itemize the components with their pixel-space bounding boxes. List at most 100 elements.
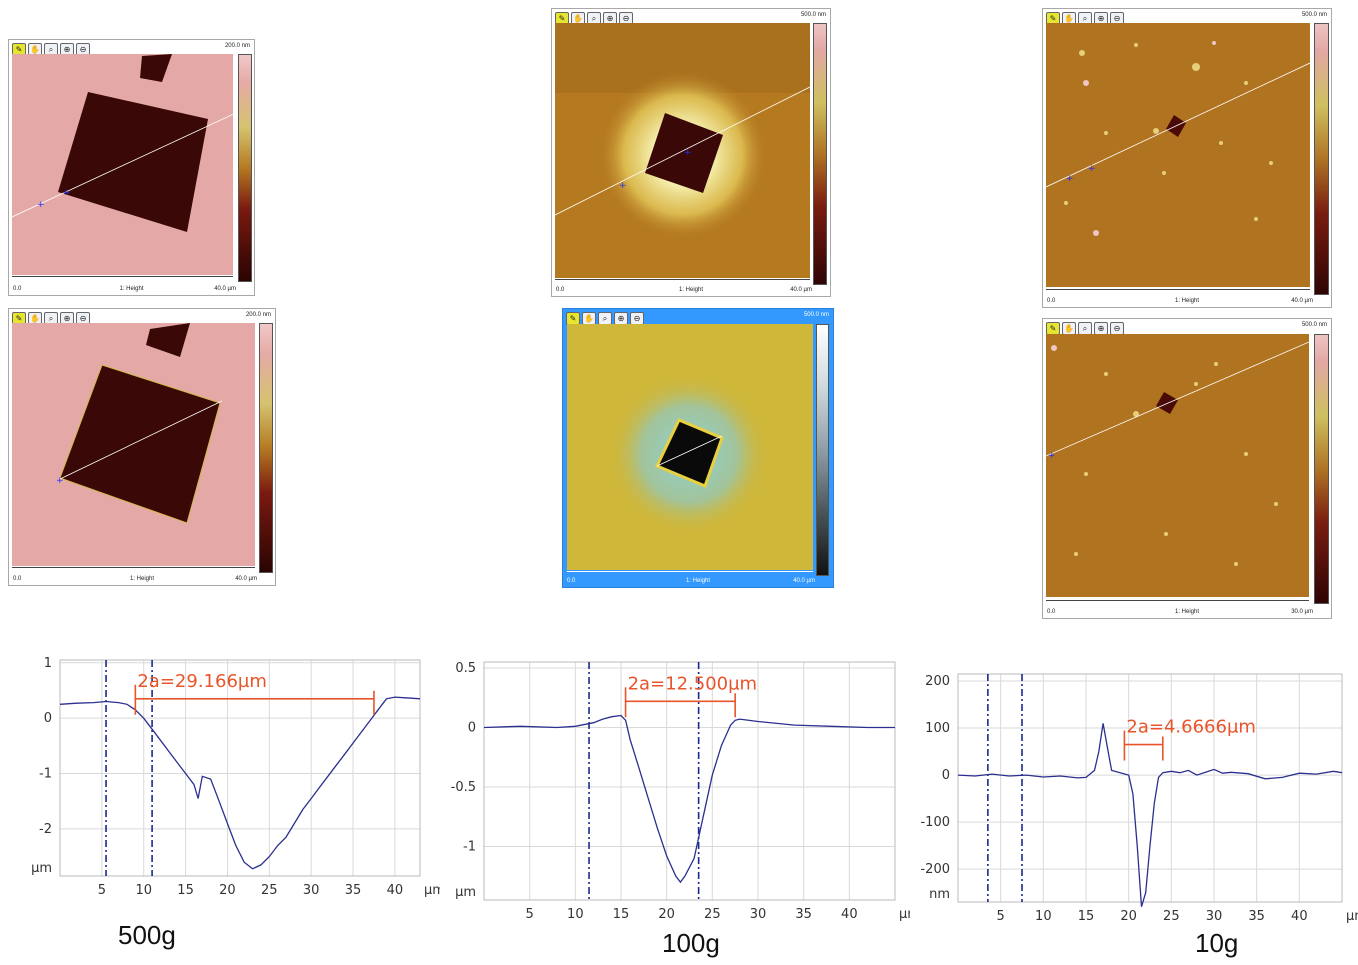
afm-panel-10g-top: ✎ ✋ ⌕ ⊕ ⊖ 500.0 nm + + 0.0 1: Height 40.… [1042,8,1332,308]
plot-area [483,661,896,901]
channel-label: 1: Height [678,287,703,293]
axis-start-label: 0.0 [1047,609,1056,615]
caption-10g: 10g [1195,928,1239,958]
scale-label: 500.0 nm [1301,322,1327,328]
y-unit-label: nm [929,887,950,902]
x-tick-label: 15 [613,907,630,922]
scale-label: 500.0 nm [803,312,829,318]
x-tick-label: 40 [387,883,404,898]
height-image: + + [12,54,233,275]
hand-icon[interactable]: ✋ [1062,322,1076,335]
x-unit-label: µm [899,907,910,922]
y-tick-label: -100 [920,815,950,830]
afm-panel-500g-bottom: ✎ ✋ ⌕ ⊕ ⊖ 200.0 nm + 0.0 1: Height 40.0 … [8,308,276,586]
height-image [567,324,813,570]
panel-toolbar: ✎ ✋ ⌕ ⊕ ⊖ [555,12,633,25]
axis-end-label: 30.0 µm [1291,609,1313,615]
axis-end-label: 40.0 µm [1291,298,1313,304]
y-unit-label: µm [31,861,52,876]
x-tick-label: 15 [1078,909,1095,924]
afm-panel-100g-bottom: ✎ ✋ ⌕ ⊕ ⊖ 500.0 nm 0.0 1: Height 40.0 µm [562,308,834,588]
y-unit-label: µm [455,885,476,900]
scale-label: 200.0 nm [224,43,250,49]
channel-label: 1: Height [129,576,154,582]
x-tick-label: 5 [526,907,534,922]
height-image: + [1046,334,1309,597]
color-scale-bar [1314,23,1329,295]
x-tick-label: 35 [1248,909,1265,924]
svg-text:+: + [63,188,71,198]
svg-text:+: + [1088,164,1096,174]
y-tick-label: -200 [920,862,950,877]
scale-label: 500.0 nm [1301,12,1327,18]
y-tick-label: -1 [463,839,476,854]
svg-text:+: + [37,200,45,210]
svg-text:+: + [1066,174,1074,184]
y-tick-label: 0 [942,768,950,783]
profile-chart-10g: 5 10 15 20 25 30 35 40 200 100 0 -100 -200 µm nm 2a=4.6… [920,673,1358,924]
x-tick-label: 35 [345,883,362,898]
color-scale-bar [238,54,252,282]
afm-panel-10g-bottom: ✎ ✋ ⌕ ⊕ ⊖ 500.0 nm + 0.0 1: Height 30.0 … [1042,318,1332,619]
axis-end-label: 40.0 µm [214,286,236,292]
x-tick-label: 30 [750,907,767,922]
axis-start-label: 0.0 [13,576,22,582]
color-scale-bar [1314,334,1329,604]
y-tick-label: -0.5 [451,780,476,795]
annotation-label: 2a=29.166µm [137,671,267,692]
plot-area [957,673,1343,903]
color-scale-bar [813,23,827,285]
axis-start-label: 0.0 [556,287,565,293]
y-tick-label: 0 [44,711,52,726]
channel-label: 1: Height [1174,609,1199,615]
channel-label: 1: Height [119,286,144,292]
hand-icon[interactable]: ✋ [28,43,42,56]
svg-text:+: + [56,476,64,486]
axis-start-label: 0.0 [13,286,22,292]
x-unit-label: µm [1346,909,1358,924]
color-scale-bar [259,323,273,573]
y-tick-label: 100 [925,721,950,736]
axis-end-label: 40.0 µm [793,578,815,584]
scale-label: 200.0 nm [245,312,271,318]
scale-label: 500.0 nm [800,12,826,18]
x-tick-label: 5 [98,883,106,898]
svg-text:+: + [1048,451,1056,461]
axis-start-label: 0.0 [1047,298,1056,304]
y-tick-label: 0 [468,720,476,735]
x-tick-label: 10 [135,883,152,898]
zoom-out-icon[interactable]: ⊖ [76,312,90,325]
channel-label: 1: Height [1174,298,1199,304]
annotation-label: 2a=4.6666µm [1126,717,1256,738]
annotation-label: 2a=12.500µm [628,673,758,694]
height-image: + + [555,23,810,278]
panel-toolbar: ✎ ✋ ⌕ ⊕ ⊖ [1046,322,1124,335]
y-tick-label: -1 [39,767,52,782]
afm-panel-100g-top: ✎ ✋ ⌕ ⊕ ⊖ 500.0 nm + + 0.0 1: Height 40.… [551,8,831,297]
x-tick-label: 40 [841,907,858,922]
x-tick-label: 20 [219,883,236,898]
x-tick-label: 25 [704,907,721,922]
x-tick-label: 25 [261,883,278,898]
x-tick-label: 35 [795,907,812,922]
x-tick-label: 20 [658,907,675,922]
afm-panel-500g-top: ✎ ✋ ⌕ ⊕ ⊖ 200.0 nm + + 0.0 1: Height 40.… [8,39,255,296]
x-tick-label: 10 [567,907,584,922]
profile-line [59,696,421,870]
x-tick-label: 15 [177,883,194,898]
caption-500g: 500g [118,920,176,950]
x-tick-label: 25 [1163,909,1180,924]
height-image: + + [1046,23,1310,287]
pencil-icon[interactable]: ✎ [566,312,580,325]
magnifier-icon[interactable]: ⌕ [1078,322,1092,335]
plot-area [59,659,421,877]
x-unit-label: µm [424,883,440,898]
svg-text:+: + [684,148,692,158]
x-tick-label: 10 [1035,909,1052,924]
channel-label: 1: Height [685,578,710,584]
axis-end-label: 40.0 µm [235,576,257,582]
profile-line [483,714,895,884]
svg-text:+: + [619,181,627,191]
profile-line [957,723,1343,907]
